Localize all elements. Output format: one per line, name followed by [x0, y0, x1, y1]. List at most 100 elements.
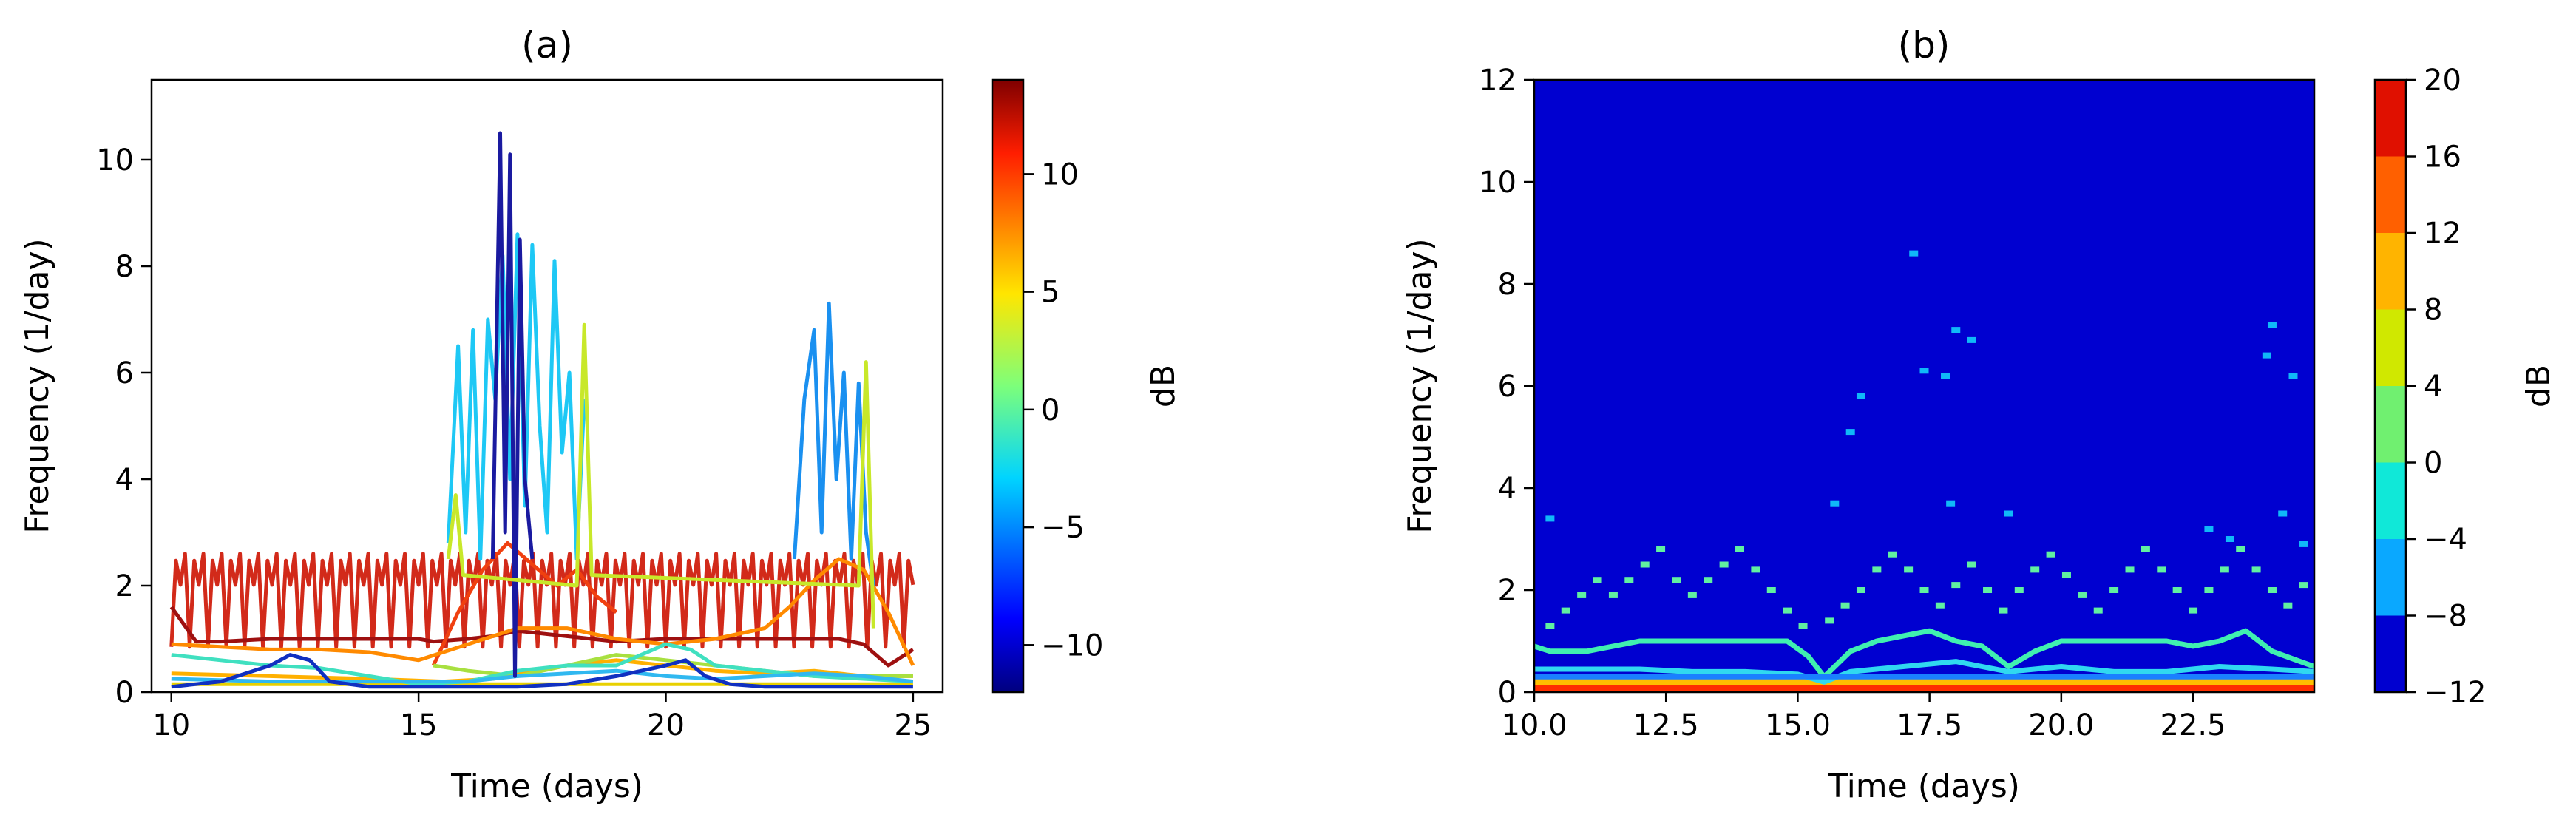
- panel-b-dot--4db: [1919, 368, 1929, 374]
- panel-b-dot--4db: [1545, 515, 1555, 522]
- panel-b-dot-2db: [2125, 566, 2135, 573]
- panel-b-dot-2db: [1872, 566, 1882, 573]
- panel-b-x-tick-label: 15.0: [1765, 708, 1831, 742]
- panel-b-colorbar-tick-label: 20: [2424, 64, 2461, 98]
- panel-a-colorbar-tick-label: −5: [1041, 511, 1085, 545]
- panel-b-colorbar-tick-label: 12: [2424, 217, 2461, 251]
- panel-b-colorbar-tick-label: −8: [2424, 600, 2467, 634]
- panel-b-dot--4db: [2225, 536, 2234, 542]
- panel-b-heatmap-background: [1534, 80, 2314, 692]
- panel-b-dot-2db: [1825, 617, 1834, 624]
- panel-b-dot-2db: [1577, 592, 1587, 598]
- panel-a-x-tick-label: 15: [400, 708, 438, 742]
- panel-b-dot--4db: [2299, 541, 2308, 547]
- panel-b-colorbar-level-4: [2375, 309, 2406, 386]
- panel-b-dot-2db: [2061, 572, 2071, 578]
- panel-b-dot-2db: [1561, 607, 1570, 614]
- panel-b-dot--4db: [2278, 510, 2288, 517]
- panel-b-ridge-4db: [1534, 628, 2314, 680]
- panel-b-dot-2db: [1704, 577, 1713, 583]
- panel-b-y-tick-label: 2: [1498, 574, 1516, 608]
- panel-b-dot--4db: [2267, 322, 2277, 328]
- panel-b-colorbar-level-0: [2375, 386, 2406, 463]
- panel-b-dot--4db: [1967, 336, 1976, 343]
- panel-b-colorbar-tick-label: 8: [2424, 294, 2442, 328]
- panel-a-series--6db-12: [792, 301, 875, 586]
- panel-a-colorbar-frame: [991, 78, 1025, 694]
- panel-a-colorbar-tick-label: 5: [1041, 276, 1060, 310]
- panel-a-series-8db-3: [171, 557, 915, 667]
- panel-b-colorbar-tick-label: 16: [2424, 140, 2461, 175]
- panel-b-dot-2db: [1888, 551, 1897, 558]
- panel-b-dot-2db: [2283, 602, 2293, 609]
- panel-b-colorbar-level--4: [2375, 462, 2406, 539]
- panel-b-dot-2db: [2172, 587, 2182, 593]
- panel-b-dot-2db: [1935, 602, 1945, 609]
- panel-b-dot-2db: [1766, 587, 1776, 593]
- panel-b-colorbar-tick-label: −12: [2424, 676, 2486, 710]
- panel-b-y-tick-label: 8: [1498, 268, 1516, 302]
- panel-a-y-tick-label: 8: [115, 250, 134, 284]
- panel-a-colorbar-label: dB: [1145, 365, 1182, 407]
- panel-b-x-tick-label: 12.5: [1633, 708, 1699, 742]
- panel-a-series-10db-2: [431, 541, 618, 667]
- panel-b-dot-2db: [2157, 566, 2166, 573]
- panel-a-plot-area: [169, 131, 915, 689]
- panel-a-y-tick-label: 0: [115, 676, 134, 710]
- panel-a-series-12db-0: [169, 552, 915, 649]
- panel-b-dot-2db: [1999, 607, 2008, 614]
- panel-a-x-tick-label: 20: [647, 708, 685, 742]
- panel-b-dot-2db: [1751, 566, 1760, 573]
- panel-a-x-tick-label: 10: [152, 708, 190, 742]
- panel-b-dot-2db: [2189, 607, 2198, 614]
- panel-b-dot-2db: [1798, 623, 1808, 629]
- panel-a-series--12db-11: [490, 131, 535, 678]
- panel-b-dot-2db: [2204, 587, 2214, 593]
- panel-b-x-tick-label: 22.5: [2160, 708, 2226, 742]
- panel-b-colorbar: −12 −8 −4 0 4 8 12 16 20 dB: [2373, 64, 2558, 710]
- panel-b-x-label: Time (days): [1827, 768, 2020, 805]
- panel-b-dot-2db: [2014, 587, 2024, 593]
- panel-a-series--2db-7: [171, 642, 914, 686]
- panel-b-dot--4db: [2262, 352, 2271, 359]
- panel-a-x-ticks: 10 15 20 25: [152, 692, 932, 742]
- panel-b-x-ticks: 10.0 12.5 15.0 17.5 20.0 22.5: [1501, 692, 2226, 742]
- panel-b-dot--4db: [1951, 327, 1961, 333]
- panel-a-series--4db-8: [171, 668, 914, 684]
- panel-b-y-label: Frequency (1/day): [1401, 238, 1439, 533]
- panel-a-title: (a): [521, 24, 573, 67]
- panel-b-dot-2db: [2299, 582, 2308, 589]
- panel-b-dot-2db: [1593, 577, 1602, 583]
- panel-a-x-label: Time (days): [450, 768, 643, 805]
- panel-b-dot-2db: [1840, 602, 1850, 609]
- panel-b-dot--4db: [1845, 429, 1855, 436]
- panel-b-colorbar-tick-label: −4: [2424, 523, 2467, 557]
- panel-a: (a) 10 15 20 25 0 2 4 6 8 10 Time (days) Frequen…: [18, 24, 1182, 805]
- panel-b-dot-2db: [1856, 587, 1865, 593]
- panel-b-dot-2db: [1656, 546, 1666, 552]
- panel-b-dot-2db: [2220, 566, 2229, 573]
- panel-b-dot-2db: [1719, 561, 1729, 568]
- panel-b-dot--4db: [2204, 526, 2214, 532]
- panel-b-dot--4db: [2004, 510, 2013, 517]
- panel-b-dot-2db: [2030, 566, 2040, 573]
- panel-b-dot--4db: [1909, 250, 1919, 257]
- panel-b-x-tick-label: 10.0: [1501, 708, 1567, 742]
- panel-b-dot--4db: [2288, 373, 2298, 379]
- panel-b-dot-2db: [2109, 587, 2119, 593]
- panel-b-dot-2db: [1735, 546, 1745, 552]
- panel-b-dot-2db: [1687, 592, 1697, 598]
- panel-b-dot-2db: [1904, 566, 1914, 573]
- panel-b-y-ticks: 0 2 4 6 8 10 12: [1479, 64, 1534, 710]
- panel-b: (b) 10.0 12.5 15.0 17.5 20.0 22.5 0 2 4 6 8 10 12 T…: [1401, 24, 2558, 805]
- panel-a-y-ticks: 0 2 4 6 8 10: [96, 143, 152, 710]
- panel-a-axes-frame: [150, 78, 944, 694]
- panel-b-dot-2db: [1951, 582, 1961, 589]
- panel-a-colorbar-tick-label: −10: [1041, 629, 1103, 663]
- panel-b-dot-2db: [1545, 623, 1555, 629]
- panel-b-dot-2db: [2267, 587, 2277, 593]
- panel-b-y-tick-label: 0: [1498, 676, 1516, 710]
- panel-a-y-tick-label: 6: [115, 356, 134, 390]
- panel-a-series--5db-10: [446, 232, 586, 561]
